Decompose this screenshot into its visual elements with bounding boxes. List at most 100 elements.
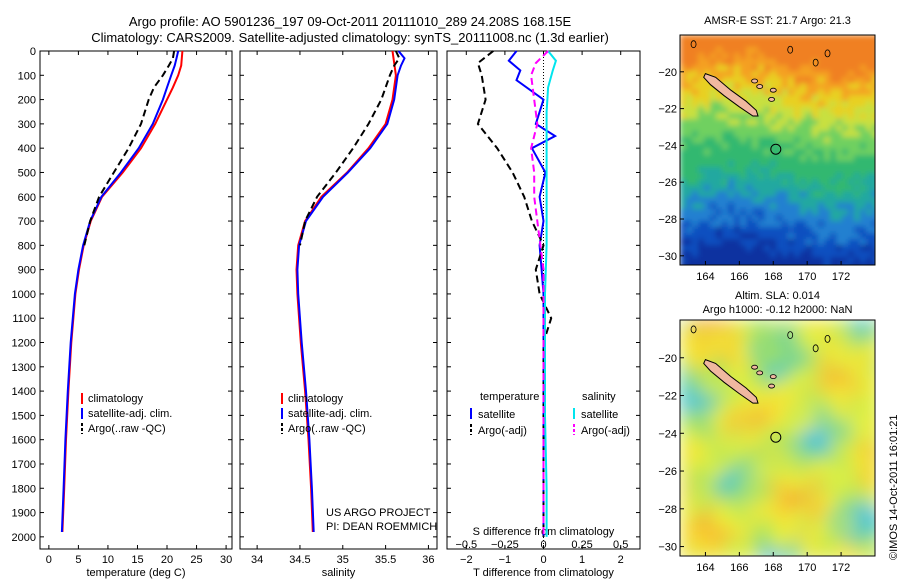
field-cell <box>700 500 711 511</box>
field-cell <box>704 239 711 246</box>
field-cell <box>686 113 693 120</box>
legend-label: satellite-adj. clim. <box>288 408 372 420</box>
field-cell <box>824 119 831 126</box>
field-cell <box>810 370 821 381</box>
field-cell <box>830 65 837 72</box>
field-cell <box>734 167 741 174</box>
field-cell <box>734 257 741 264</box>
field-cell <box>740 239 747 246</box>
field-cell <box>860 77 867 84</box>
title-line-1: Argo profile: AO 5901236_197 09-Oct-2011… <box>128 14 572 29</box>
field-cell <box>860 257 867 264</box>
field-cell <box>794 125 801 132</box>
field-cell <box>746 83 753 90</box>
field-cell <box>716 251 723 258</box>
field-cell <box>690 320 701 331</box>
field-cell <box>680 420 691 431</box>
field-cell <box>806 149 813 156</box>
field-cell <box>842 101 849 108</box>
field-cell <box>812 53 819 60</box>
field-cell <box>818 245 825 252</box>
field-cell <box>698 185 705 192</box>
field-cell <box>698 209 705 216</box>
field-cell <box>836 197 843 204</box>
field-cell <box>730 440 741 451</box>
field-cell <box>782 167 789 174</box>
field-cell <box>860 370 871 381</box>
field-cell <box>780 510 791 521</box>
field-cell <box>812 113 819 120</box>
map-y-tick-label: −30 <box>658 251 677 263</box>
field-cell <box>728 203 735 210</box>
field-cell <box>746 239 753 246</box>
map-y-tick-label: −28 <box>658 504 677 516</box>
field-cell <box>698 155 705 162</box>
field-cell <box>710 470 721 481</box>
field-cell <box>770 215 777 222</box>
field-cell <box>790 420 801 431</box>
field-cell <box>800 203 807 210</box>
field-cell <box>842 83 849 90</box>
field-cell <box>686 119 693 126</box>
field-cell <box>824 251 831 258</box>
field-cell <box>704 209 711 216</box>
field-cell <box>794 149 801 156</box>
field-cell <box>800 380 811 391</box>
field-cell <box>704 185 711 192</box>
field-cell <box>750 510 761 521</box>
field-cell <box>842 215 849 222</box>
field-cell <box>790 470 801 481</box>
field-cell <box>860 440 871 451</box>
field-cell <box>782 143 789 150</box>
field-cell <box>806 71 813 78</box>
field-cell <box>806 173 813 180</box>
field-cell <box>840 320 851 331</box>
field-cell <box>788 107 795 114</box>
field-cell <box>866 167 873 174</box>
field-cell <box>848 179 855 186</box>
field-cell <box>720 450 731 461</box>
field-cell <box>824 197 831 204</box>
field-cell <box>740 550 751 556</box>
map-y-tick-label: −22 <box>658 391 677 403</box>
field-cell <box>776 185 783 192</box>
field-cell <box>740 71 747 78</box>
field-cell <box>734 137 741 144</box>
field-cell <box>794 101 801 108</box>
field-cell <box>740 131 747 138</box>
field-cell <box>860 360 871 371</box>
field-cell <box>728 131 735 138</box>
field-cell <box>800 89 807 96</box>
field-cell <box>824 137 831 144</box>
field-cell <box>806 257 813 264</box>
field-cell <box>692 179 699 186</box>
field-cell <box>836 239 843 246</box>
field-cell <box>722 131 729 138</box>
field-cell <box>740 470 751 481</box>
field-cell <box>790 510 801 521</box>
field-cell <box>870 550 875 556</box>
field-cell <box>764 203 771 210</box>
field-cell <box>800 420 811 431</box>
field-cell <box>700 490 711 501</box>
field-cell <box>806 191 813 198</box>
field-cell <box>740 380 751 391</box>
field-cell <box>842 59 849 66</box>
field-cell <box>686 227 693 234</box>
field-cell <box>850 440 861 451</box>
field-cell <box>700 410 711 421</box>
field-cell <box>760 390 771 401</box>
field-cell <box>770 360 781 371</box>
field-cell <box>854 215 861 222</box>
field-cell <box>830 263 837 265</box>
field-cell <box>752 263 759 265</box>
field-cell <box>836 101 843 108</box>
field-cell <box>716 263 723 265</box>
field-cell <box>746 251 753 258</box>
field-cell <box>764 113 771 120</box>
legend-header-temperature: temperature <box>480 391 539 403</box>
field-cell <box>848 161 855 168</box>
field-cell <box>686 149 693 156</box>
field-cell <box>812 137 819 144</box>
field-cell <box>722 101 729 108</box>
